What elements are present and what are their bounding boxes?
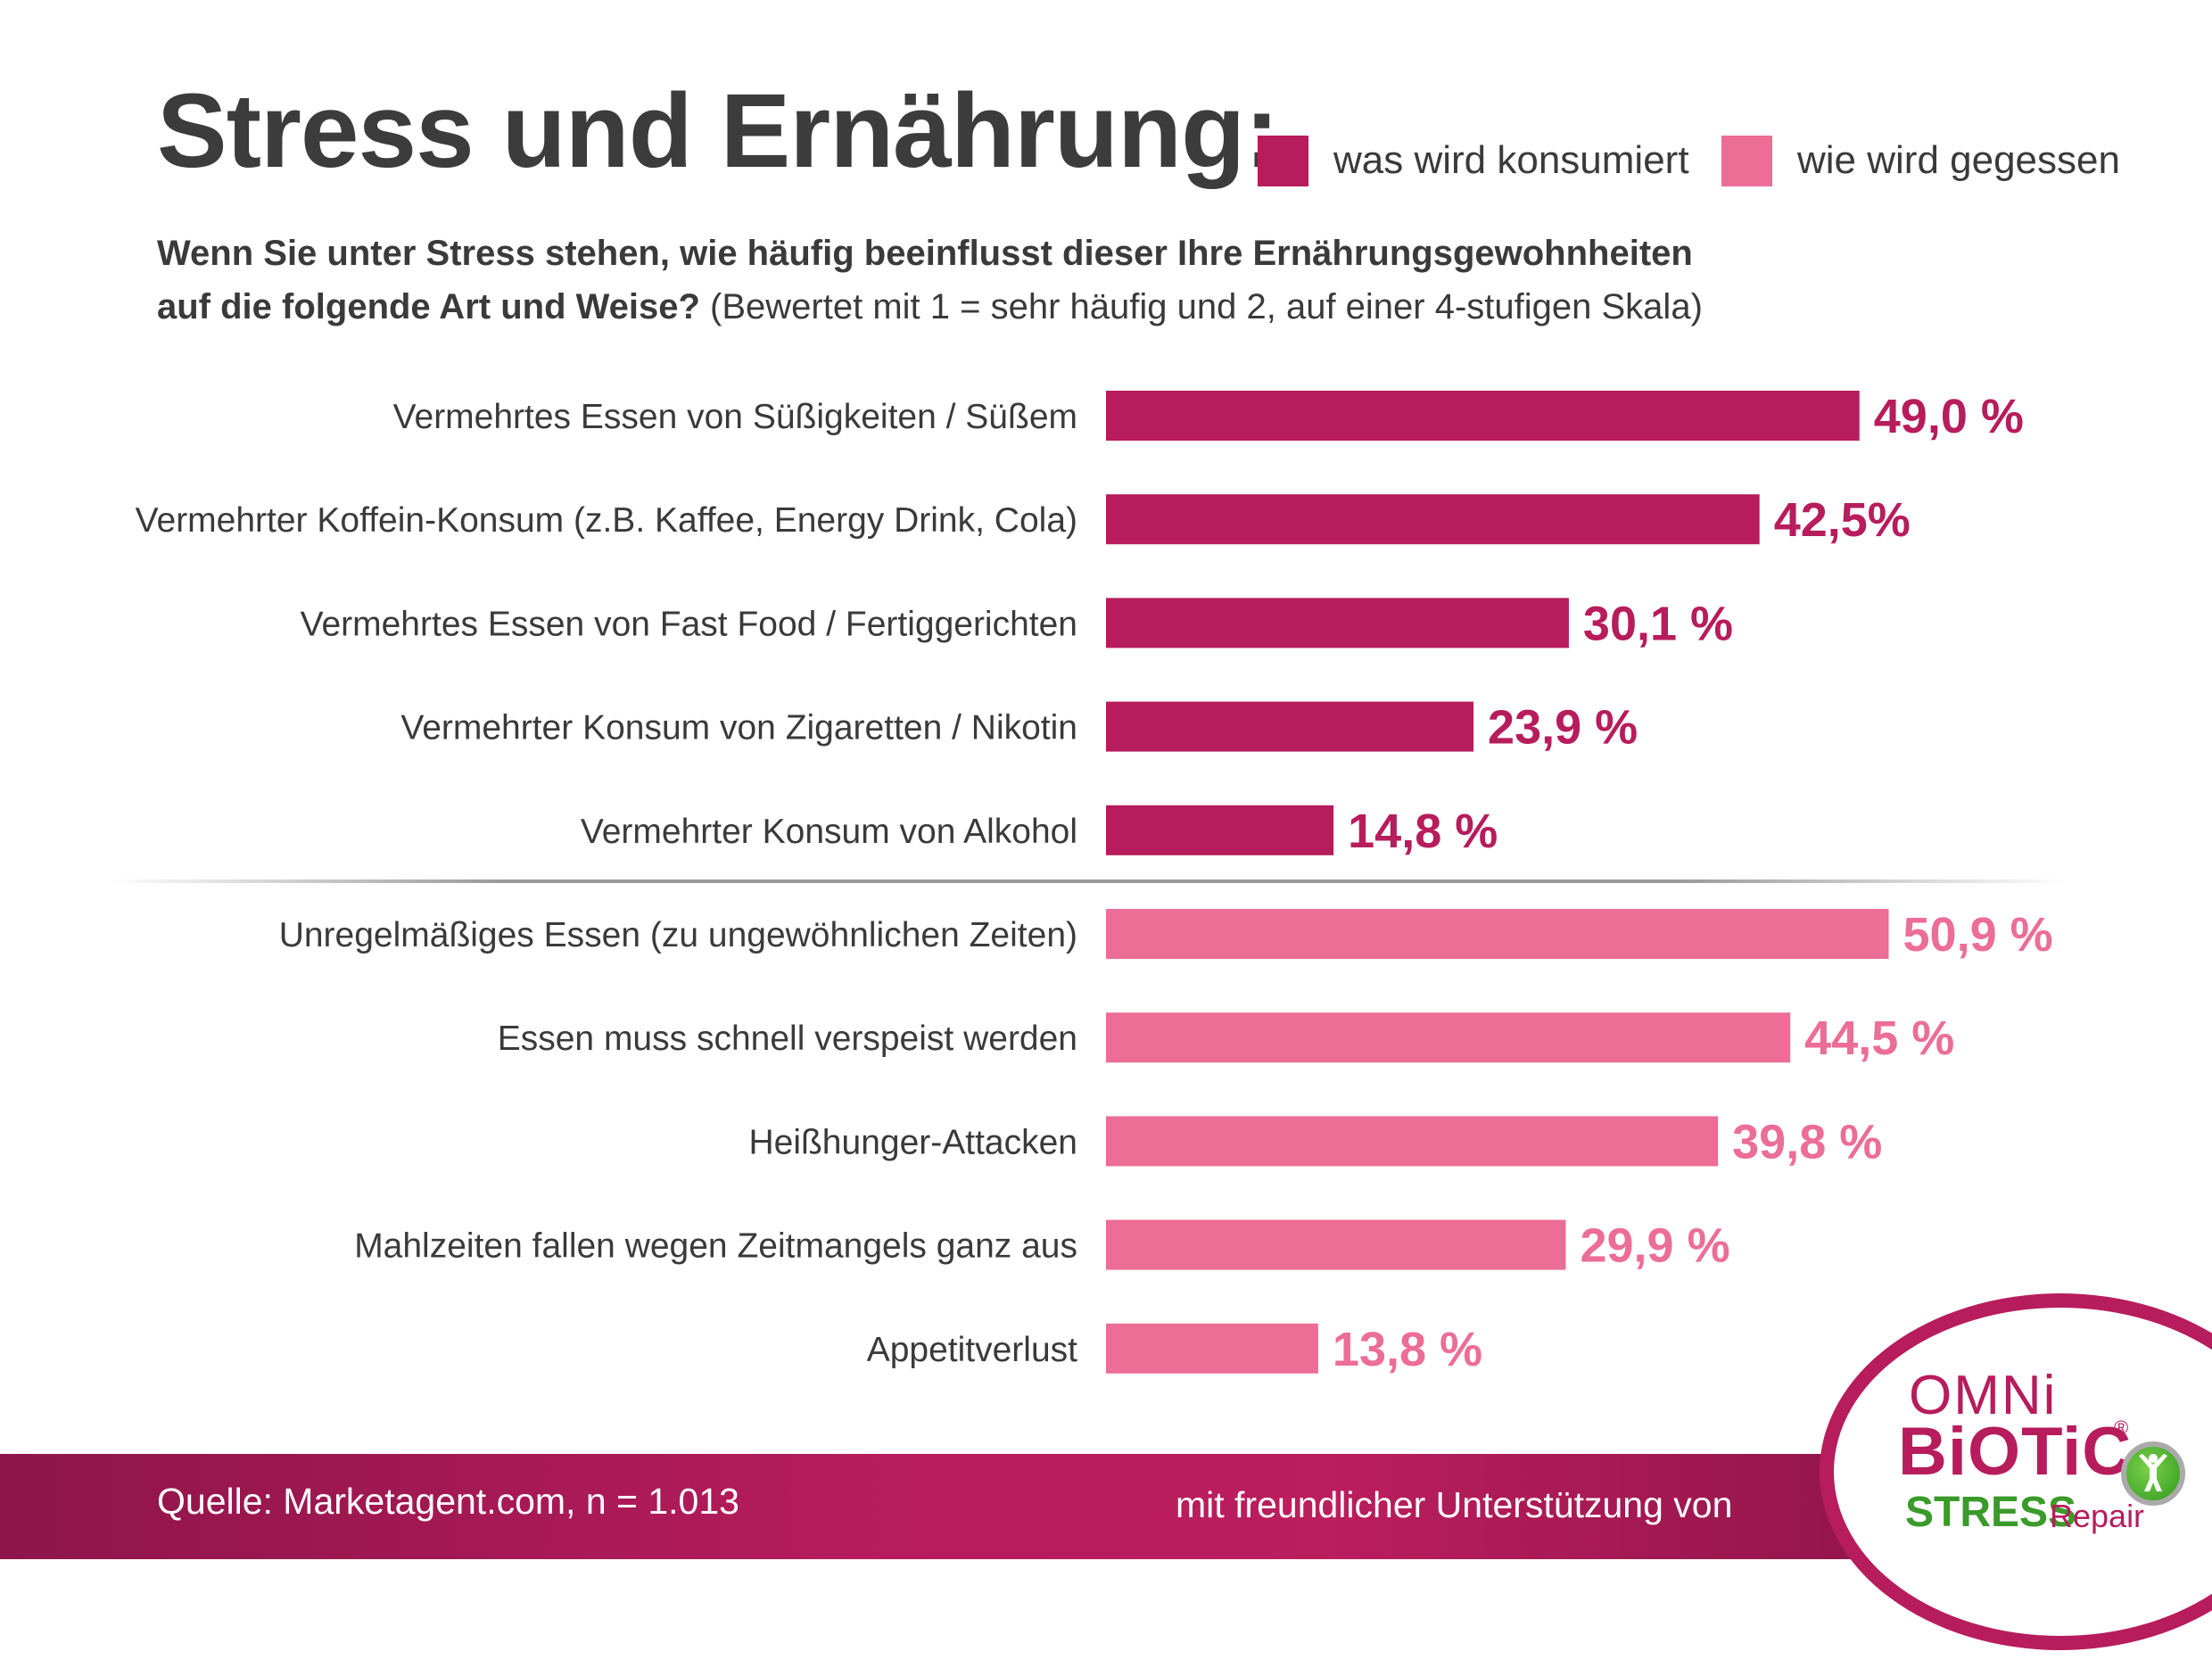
source-note: Quelle: Marketagent.com, n = 1.013 — [157, 1481, 739, 1522]
chart-title: Stress und Ernährung: — [157, 72, 1279, 190]
bar-row: Vermehrter Konsum von Alkohol 14,8 % — [581, 805, 1498, 858]
subtitle-line1: Wenn Sie unter Stress stehen, wie häufig… — [157, 234, 1693, 273]
legend-label-eating: wie wird gegessen — [1797, 138, 2120, 182]
value-label: 23,9 % — [1488, 701, 1638, 755]
category-label: Vermehrtes Essen von Süßigkeiten / Süßem — [393, 398, 1077, 436]
category-label: Vermehrter Konsum von Zigaretten / Nikot… — [400, 709, 1077, 747]
value-label: 14,8 % — [1348, 805, 1498, 858]
bar — [1106, 1012, 1791, 1063]
value-label: 49,0 % — [1874, 390, 2024, 443]
bar — [1106, 391, 1860, 441]
bar-row: Vermehrter Koffein-Konsum (z.B. Kaffee, … — [136, 493, 1911, 547]
registered-mark: ® — [2114, 1416, 2129, 1439]
logo-omni: OMNi — [1909, 1365, 2058, 1426]
legend-swatch-consumed — [1258, 135, 1308, 186]
bar — [1106, 805, 1334, 855]
bar-row: Vermehrter Konsum von Zigaretten / Nikot… — [400, 701, 1638, 755]
value-label: 13,8 % — [1333, 1323, 1482, 1376]
bar-row: Essen muss schnell verspeist werden 44,5 … — [498, 1012, 1955, 1065]
value-label: 39,8 % — [1732, 1115, 1882, 1168]
omni-biotic-logo: OMNi BiOTiC ® STRESS Repair — [1820, 1293, 2212, 1668]
bar-row: Vermehrtes Essen von Fast Food / Fertigg… — [301, 597, 1733, 650]
category-label: Vermehrter Koffein-Konsum (z.B. Kaffee, … — [136, 501, 1077, 540]
subtitle-line2-bold: auf die folgende Art und Weise? — [157, 287, 700, 326]
bar-row: Vermehrtes Essen von Süßigkeiten / Süßem… — [393, 390, 2024, 443]
bar — [1106, 494, 1760, 545]
legend-item-consumed: was wird konsumiert — [1258, 134, 1689, 187]
bar — [1106, 1323, 1318, 1374]
value-label: 29,9 % — [1580, 1219, 1729, 1273]
group-divider — [107, 879, 2069, 883]
bar — [1106, 909, 1889, 959]
bar — [1106, 598, 1569, 648]
legend-item-eating: wie wird gegessen — [1721, 134, 2120, 187]
bar-chart: Vermehrtes Essen von Süßigkeiten / Süßem… — [136, 390, 2053, 1376]
value-label: 44,5 % — [1804, 1012, 1954, 1065]
bar-row: Appetitverlust 13,8 % — [867, 1323, 1482, 1376]
bar-row: Mahlzeiten fallen wegen Zeitmangels ganz… — [354, 1219, 1729, 1273]
category-label: Unregelmäßiges Essen (zu ungewöhnlichen … — [279, 916, 1077, 954]
value-label: 30,1 % — [1583, 597, 1733, 650]
support-note: mit freundlicher Unterstützung von — [1176, 1484, 1733, 1525]
category-label: Essen muss schnell verspeist werden — [498, 1020, 1077, 1058]
category-label: Heißhunger-Attacken — [748, 1123, 1077, 1161]
bar — [1106, 1116, 1719, 1167]
logo-stress: STRESS — [1905, 1489, 2077, 1536]
bar-row: Heißhunger-Attacken 39,8 % — [748, 1115, 1882, 1168]
category-label: Vermehrtes Essen von Fast Food / Fertigg… — [301, 605, 1077, 643]
bar — [1106, 701, 1474, 752]
legend-swatch-eating — [1721, 135, 1772, 186]
logo-biotic: BiOTiC — [1898, 1414, 2133, 1490]
value-label: 50,9 % — [1903, 908, 2053, 962]
legend-label-consumed: was wird konsumiert — [1333, 138, 1689, 182]
category-label: Appetitverlust — [867, 1331, 1077, 1369]
chart-subtitle: Wenn Sie unter Stress stehen, wie häufig… — [157, 227, 1703, 334]
bar — [1106, 1219, 1566, 1270]
category-label: Vermehrter Konsum von Alkohol — [581, 813, 1077, 851]
subtitle-line2-regular: (Bewertet mit 1 = sehr häufig und 2, auf… — [699, 287, 1703, 326]
person-jumping-icon — [2121, 1441, 2185, 1506]
bar-row: Unregelmäßiges Essen (zu ungewöhnlichen … — [279, 908, 2053, 962]
category-label: Mahlzeiten fallen wegen Zeitmangels ganz… — [354, 1227, 1077, 1266]
logo-repair: Repair — [2050, 1498, 2145, 1534]
value-label: 42,5% — [1774, 493, 1911, 547]
